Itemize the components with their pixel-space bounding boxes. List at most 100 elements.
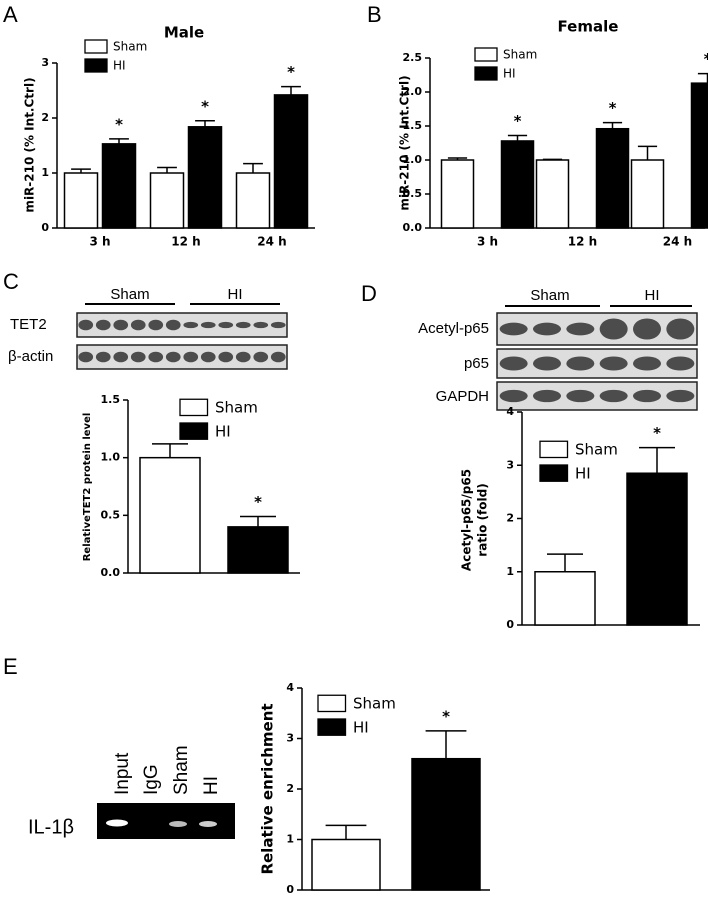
significance-marker: * [704, 50, 708, 68]
y-tick-label: 2 [286, 782, 294, 795]
blot-band [95, 319, 111, 331]
blot-band [533, 389, 561, 403]
lane-label: HI [201, 776, 222, 795]
panel-letter: C [3, 269, 19, 294]
blot-band [183, 351, 199, 363]
y-tick-label: 2 [41, 111, 49, 124]
significance-marker: * [609, 99, 617, 117]
legend-label: Sham [503, 48, 537, 62]
x-tick-label: 12 h [171, 235, 200, 249]
y-tick-label: 3 [41, 56, 49, 69]
bar [626, 472, 688, 626]
bar [535, 159, 570, 229]
y-tick-label: 1.5 [101, 393, 121, 406]
blot-row: IL-1β [28, 816, 74, 838]
y-tick-label: 3 [286, 732, 294, 745]
blot-strip [496, 348, 698, 379]
blot-band [165, 351, 181, 363]
y-tick-label: 0 [286, 883, 294, 896]
y-axis-label: miR-210 (% Int.Ctrl) [23, 77, 37, 212]
blot-band [235, 321, 251, 329]
blot-band [218, 351, 234, 363]
y-tick-label: 1.0 [403, 153, 423, 166]
bar [63, 172, 99, 229]
blot-c [76, 312, 288, 370]
chart-title: Female [558, 18, 619, 36]
y-axis-label: miR-210 (% Int.Ctrl) [398, 75, 412, 210]
legend-label: Sham [113, 40, 147, 54]
legend-swatch [84, 39, 108, 54]
y-tick-label: 1 [41, 166, 49, 179]
blot-band [218, 321, 234, 329]
blot-band [270, 351, 286, 363]
significance-marker: * [115, 115, 123, 133]
x-tick-label: 3 h [477, 235, 498, 249]
legend-label: HI [353, 718, 369, 736]
blot-band [253, 351, 269, 363]
blot-band [165, 319, 181, 331]
blot-band [666, 389, 695, 403]
lane-label: Sham [171, 745, 192, 795]
blot-band [78, 351, 94, 363]
blot-row: TET2 [10, 316, 47, 333]
blot-band [666, 356, 695, 371]
y-tick-label: 0.5 [101, 508, 121, 521]
y-tick-label: 0.5 [403, 187, 423, 200]
blot-band [499, 389, 528, 403]
blot-band [130, 351, 146, 363]
significance-marker: * [442, 707, 450, 725]
x-tick-label: 24 h [257, 235, 286, 249]
panel-letter: D [361, 281, 377, 306]
y-tick-label: 2 [506, 512, 514, 525]
blot-band [533, 356, 561, 371]
blot-band [633, 356, 661, 371]
chart-title: Male [164, 24, 204, 42]
blot-row: p65 [464, 355, 489, 372]
blot-band [533, 322, 561, 336]
blot-band [566, 389, 595, 403]
blot-strip [76, 312, 288, 338]
x-tick-label: 3 h [89, 235, 110, 249]
legend-label: HI [575, 464, 591, 482]
bar [534, 571, 596, 626]
lane-label: Input [112, 752, 133, 795]
y-tick-label: 4 [286, 681, 294, 694]
significance-marker: * [653, 424, 661, 442]
blot-group: Sham [110, 286, 149, 303]
bar [690, 82, 708, 229]
legend-label: HI [215, 422, 231, 440]
y-tick-label: 1.5 [403, 119, 423, 132]
bar [440, 159, 475, 229]
y-axis-label: Acetyl-p65/p65 [460, 469, 474, 571]
bar [187, 126, 223, 229]
blot-band [633, 389, 661, 403]
gel-band [199, 821, 217, 827]
legend-swatch [474, 47, 498, 62]
bar [273, 94, 309, 229]
x-tick-label: 24 h [663, 235, 692, 249]
y-tick-label: 2.0 [403, 85, 423, 98]
y-tick-label: 0 [41, 221, 49, 234]
legend-swatch [179, 422, 209, 440]
significance-marker: * [201, 97, 209, 115]
legend-swatch [539, 440, 569, 459]
legend-swatch [317, 718, 347, 736]
bar [101, 143, 137, 229]
y-tick-label: 3 [506, 458, 514, 471]
legend-swatch [539, 464, 569, 482]
x-tick-label: 12 h [568, 235, 597, 249]
blot-band [113, 351, 129, 363]
blot-band [599, 356, 628, 371]
bar [235, 172, 271, 229]
y-tick-label: 0 [506, 618, 514, 631]
legend-swatch [317, 694, 347, 713]
y-tick-label: 2.5 [403, 51, 423, 64]
blot-band [633, 318, 661, 340]
legend-label: Sham [215, 399, 258, 417]
blot-band [78, 319, 94, 331]
blot-row: GAPDH [436, 388, 489, 405]
blot-band [95, 351, 111, 363]
blot-band [148, 319, 164, 331]
blot-d [496, 312, 698, 411]
